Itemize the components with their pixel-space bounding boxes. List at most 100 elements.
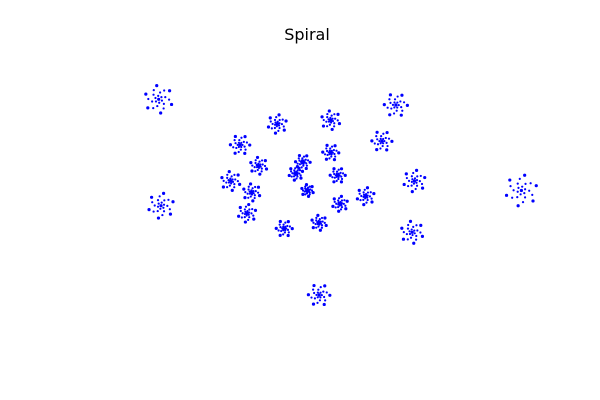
scatter-point — [328, 173, 332, 177]
scatter-point — [157, 202, 160, 205]
scatter-point — [253, 196, 256, 200]
scatter-point — [326, 112, 329, 116]
scatter-point — [362, 198, 365, 201]
scatter-point — [248, 216, 251, 219]
scatter-point — [269, 120, 272, 123]
scatter-point — [332, 180, 336, 184]
scatter-point — [343, 199, 346, 202]
scatter-point — [324, 157, 329, 161]
scatter-point — [230, 188, 234, 192]
scatter-point — [238, 182, 242, 186]
scatter-point — [410, 184, 413, 187]
scatter-point — [409, 236, 413, 239]
scatter-point — [385, 130, 389, 135]
scatter-point — [329, 116, 332, 119]
scatter-point — [408, 230, 411, 233]
scatter-point — [518, 177, 521, 180]
scatter-point — [327, 109, 331, 113]
scatter-point — [337, 205, 340, 209]
scatter-point — [390, 139, 394, 143]
scatter-point — [236, 173, 240, 177]
scatter-point — [331, 119, 335, 123]
scatter-point — [305, 154, 309, 158]
scatter-point — [248, 143, 252, 147]
scatter-point — [253, 166, 256, 169]
scatter-point — [333, 113, 336, 116]
scatter-point — [394, 103, 398, 107]
scatter-point — [363, 188, 366, 191]
scatter-point — [316, 291, 319, 294]
scatter-point — [273, 118, 277, 122]
scatter-point — [263, 164, 267, 168]
scatter-point — [523, 192, 526, 195]
scatter-point — [260, 167, 263, 170]
scatter-point — [415, 224, 418, 227]
scatter-point — [412, 241, 416, 245]
scatter-point — [410, 228, 413, 231]
scatter-point — [317, 225, 320, 228]
scatter-point — [388, 98, 391, 101]
scatter-point — [226, 173, 229, 176]
scatter-point — [335, 170, 339, 173]
scatter-point — [344, 207, 348, 211]
scatter-point — [508, 178, 512, 182]
scatter-point — [343, 173, 347, 177]
scatter-point — [340, 175, 343, 178]
scatter-point — [359, 199, 362, 202]
scatter-point — [386, 106, 389, 109]
scatter-point — [318, 299, 322, 302]
scatter-point — [233, 173, 236, 176]
scatter-point — [379, 147, 382, 150]
scatter-point — [379, 142, 382, 145]
scatter-point — [152, 93, 155, 96]
scatter-point — [340, 199, 344, 202]
scatter-point — [304, 193, 307, 196]
scatter-point — [385, 148, 389, 152]
scatter-point — [235, 146, 238, 150]
scatter-point — [406, 227, 410, 230]
scatter-point — [339, 167, 344, 171]
scatter-point — [323, 216, 327, 220]
scatter-point — [273, 126, 276, 130]
scatter-point — [316, 296, 319, 299]
scatter-point — [246, 210, 249, 213]
scatter-point — [330, 121, 333, 124]
scatter-point — [278, 118, 281, 122]
scatter-point — [270, 127, 273, 130]
scatter-point — [152, 210, 155, 213]
scatter-point — [534, 184, 538, 188]
scatter-point — [395, 109, 398, 112]
scatter-point — [158, 101, 161, 104]
scatter-point — [264, 167, 269, 171]
scatter-point — [243, 208, 246, 211]
scatter-point — [325, 120, 328, 123]
scatter-point — [318, 217, 321, 221]
scatter-point — [315, 216, 318, 219]
scatter-point — [256, 191, 260, 194]
scatter-point — [273, 131, 278, 135]
scatter-point — [332, 148, 336, 152]
scatter-point — [325, 147, 328, 150]
scatter-point — [156, 216, 161, 220]
scatter-point — [412, 179, 417, 183]
scatter-point — [333, 152, 336, 156]
scatter-point — [241, 212, 244, 215]
scatter-point — [389, 101, 392, 104]
scatter-point — [414, 238, 418, 241]
scatter-point — [292, 178, 296, 182]
scatter-point — [416, 175, 419, 178]
scatter-point — [330, 127, 334, 132]
scatter-point — [341, 172, 345, 175]
scatter-point — [162, 102, 165, 106]
scatter-point — [151, 100, 154, 103]
scatter-point — [243, 220, 247, 224]
scatter-point — [156, 104, 159, 108]
scatter-point — [286, 220, 290, 224]
scatter-point — [334, 155, 337, 158]
scatter-point — [222, 179, 225, 182]
scatter-point — [320, 115, 324, 119]
scatter-point — [239, 148, 242, 151]
scatter-point — [385, 141, 388, 145]
scatter-point — [289, 170, 293, 173]
scatter-point — [331, 204, 335, 208]
